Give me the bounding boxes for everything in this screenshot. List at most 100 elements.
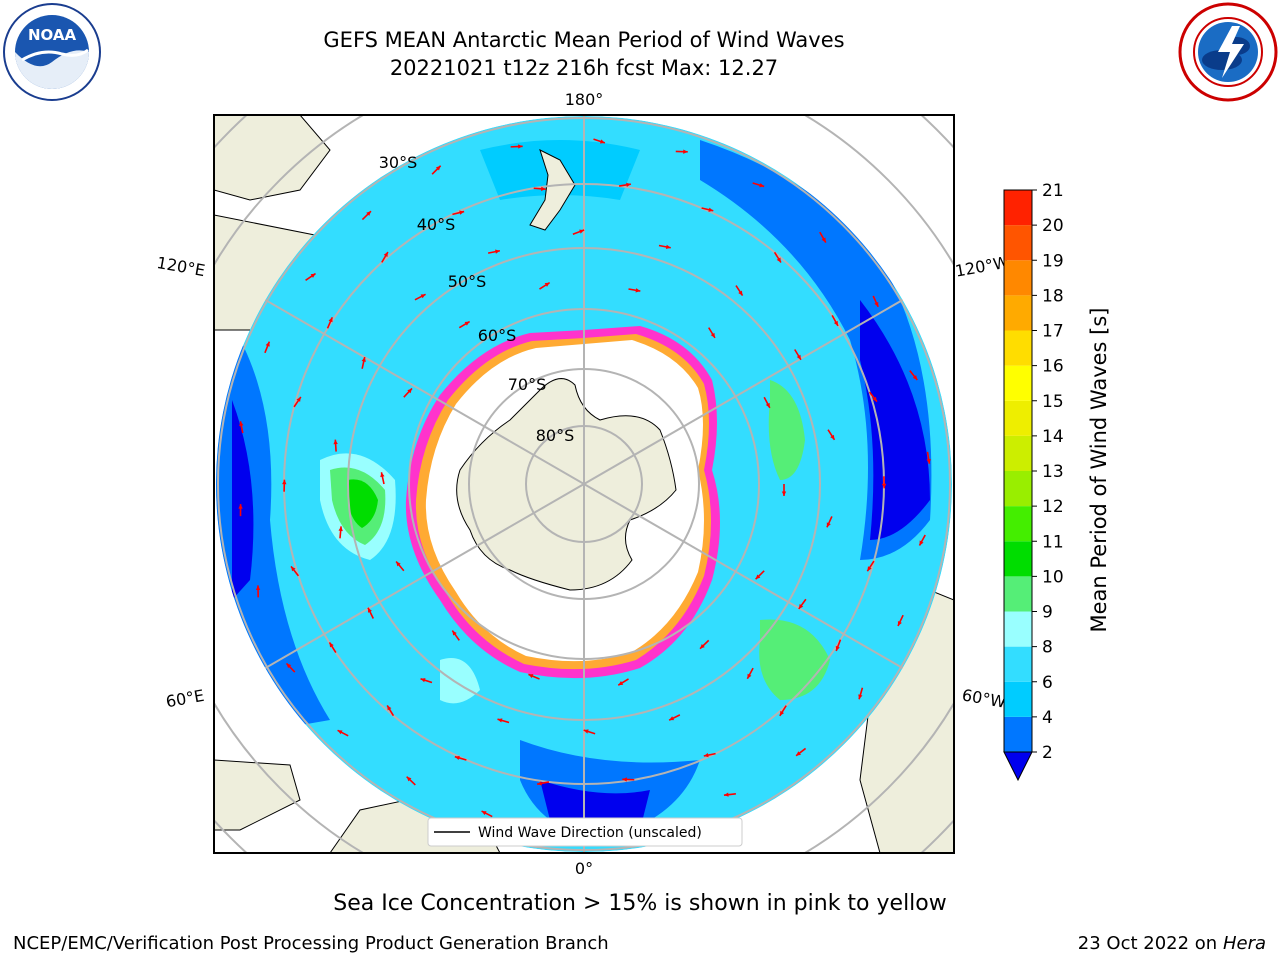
wave-arrowhead	[435, 165, 441, 171]
lon-label-top: 180°	[565, 90, 604, 109]
wave-arrowhead	[872, 396, 877, 402]
colorbar-bin	[1004, 330, 1032, 366]
colorbar-tick-label: 6	[1042, 673, 1053, 693]
colorbar-tick-label: 20	[1042, 216, 1064, 236]
map-frame	[213, 114, 955, 854]
colorbar-label: Mean Period of Wind Waves [s]	[1087, 308, 1111, 633]
date-stamp: 23 Oct 2022 on Hera	[1078, 933, 1266, 954]
wave-arrowhead	[765, 402, 770, 408]
wave-arrowhead	[396, 561, 401, 567]
wave-arrowhead	[779, 710, 785, 716]
wave-arrowhead	[338, 526, 343, 532]
wave-arrowhead	[599, 139, 605, 144]
wave-arrowhead	[755, 574, 761, 580]
wave-arrowhead	[683, 149, 688, 154]
wave-arrowhead	[579, 229, 585, 234]
colorbar-bin	[1004, 506, 1032, 542]
legend-label: Wind Wave Direction (unscaled)	[478, 825, 702, 841]
wave-arrowhead	[407, 388, 412, 394]
lon-label-upper-right: 120°W	[954, 252, 1011, 280]
wave-arrowhead	[328, 317, 333, 323]
wave-period-field	[216, 116, 952, 852]
wave-arrowhead	[544, 282, 550, 287]
colorbar-extend-arrow	[1003, 751, 1033, 782]
colorbar-tick-label: 9	[1042, 603, 1053, 623]
wave-arrowhead	[897, 621, 902, 627]
colorbar-tick-label: 19	[1042, 251, 1064, 271]
chart-title: GEFS MEAN Antarctic Mean Period of Wind …	[323, 28, 845, 52]
wave-arrowhead	[333, 439, 338, 445]
latitude-labels: 30°S 40°S 50°S 60°S 70°S 80°S	[379, 153, 575, 445]
wave-arrowhead	[361, 357, 366, 362]
colorbar-bin	[1004, 365, 1032, 401]
wave-arrowhead	[368, 607, 372, 613]
wave-arrowhead	[239, 421, 244, 427]
wave-arrowhead	[881, 483, 887, 489]
wave-arrowhead	[296, 396, 301, 402]
colorbar-bin	[1004, 190, 1032, 226]
wave-arrowhead	[387, 705, 392, 711]
lat-label: 70°S	[508, 375, 547, 394]
lon-label-upper-left: 120°E	[155, 253, 206, 280]
colorbar-tick-label: 15	[1042, 392, 1064, 412]
wave-arrowhead	[454, 755, 460, 761]
wave-arrowhead	[282, 479, 287, 485]
wave-arrowhead	[618, 681, 624, 686]
wave-arrowhead	[926, 458, 931, 464]
wave-arrowhead	[286, 663, 292, 669]
wind-wave-arrows	[238, 138, 931, 834]
wave-arrowhead	[406, 776, 412, 782]
wave-arrowhead	[669, 716, 675, 721]
wave-arrowhead	[833, 320, 838, 326]
noaa-logo-icon: NOAA	[3, 3, 101, 101]
colorbar-tick-label: 14	[1042, 427, 1064, 447]
lat-label: 50°S	[448, 272, 487, 291]
date-text: 23 Oct 2022 on	[1077, 933, 1218, 954]
lat-label: 40°S	[417, 215, 456, 234]
wave-arrowhead	[495, 249, 500, 254]
wave-arrowhead	[723, 792, 729, 797]
wave-arrowhead	[380, 472, 385, 478]
colorbar-tick-label: 2	[1042, 743, 1053, 763]
wave-arrowhead	[798, 604, 804, 609]
wave-arrowhead	[700, 643, 705, 649]
sea-ice-note: Sea Ice Concentration > 15% is shown in …	[333, 891, 947, 916]
colorbar-bin	[1004, 681, 1032, 717]
colorbar-bin	[1004, 541, 1032, 577]
colorbar-bin	[1004, 225, 1032, 261]
wave-arrowhead	[835, 645, 840, 651]
colorbar-tick-label: 4	[1042, 708, 1053, 728]
wave-arrowhead	[622, 777, 627, 782]
colorbar-tick-label: 16	[1042, 357, 1064, 377]
antarctica	[456, 378, 677, 591]
wave-arrowhead	[703, 752, 709, 758]
chart-subtitle: 20221021 t12z 216h fcst Max: 12.27	[389, 56, 779, 80]
wave-arrowhead	[759, 183, 765, 188]
wave-arrowhead	[452, 630, 457, 636]
colorbar-bin	[1004, 400, 1032, 436]
lon-label-lower-left: 60°E	[164, 686, 205, 711]
lat-label: 60°S	[478, 326, 517, 345]
wave-arrowhead	[291, 566, 296, 572]
wave-arrowhead	[337, 730, 343, 735]
wave-arrowhead	[459, 210, 465, 215]
wave-arrowhead	[708, 207, 714, 212]
wave-arrowhead	[874, 301, 879, 307]
wave-arrowhead	[738, 290, 743, 296]
wave-arrowhead	[310, 273, 316, 278]
wave-arrowhead	[796, 354, 801, 360]
map-legend: Wind Wave Direction (unscaled)	[427, 817, 743, 847]
wave-arrowhead	[830, 434, 835, 440]
wave-arrowhead	[265, 341, 270, 347]
colorbar-bin	[1004, 435, 1032, 471]
wave-arrowhead	[366, 211, 371, 216]
wave-arrowhead	[821, 237, 826, 243]
colorbar-tick-label: 18	[1042, 286, 1064, 306]
colorbar-tick-label: 17	[1042, 322, 1064, 342]
wave-arrowhead	[635, 288, 641, 293]
wave-arrowhead	[626, 182, 631, 187]
graticule	[216, 116, 952, 852]
wave-arrowhead	[481, 811, 487, 816]
wave-arrowhead	[583, 729, 589, 734]
